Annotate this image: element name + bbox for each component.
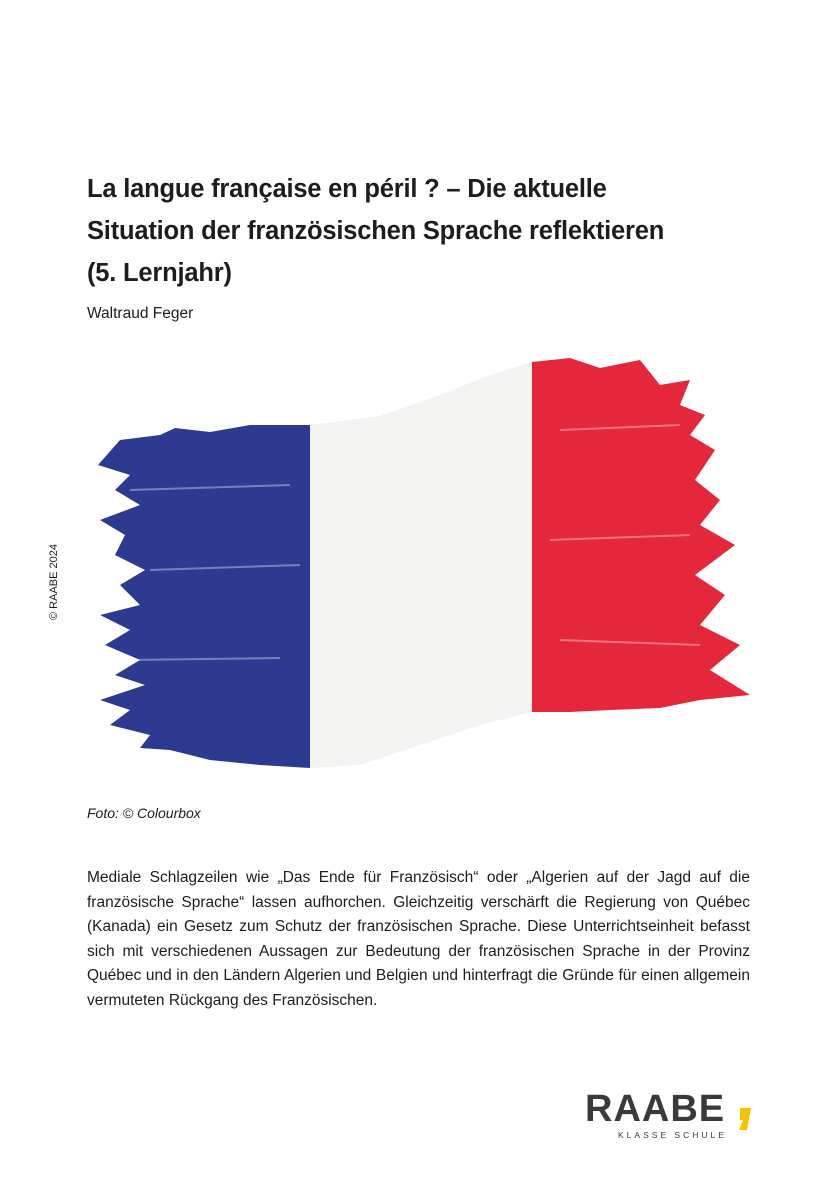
title: La langue française en péril ? – Die akt… [87,168,664,294]
logo-name: RAABE [585,1088,726,1130]
title-line: La langue française en péril ? – Die akt… [87,175,607,203]
logo-comma [739,1108,751,1130]
flag-image [98,358,750,768]
intro-paragraph: Mediale Schlagzeilen wie „Das Ende für F… [87,869,750,1009]
title-line: Situation der französischen Sprache refl… [87,217,665,245]
logo-tagline: KLASSE SCHULE [618,1130,727,1140]
flag-red [532,358,750,712]
author: Waltraud Feger [87,305,194,322]
flag-blue [98,425,310,768]
logo: RAABE KLASSE SCHULE [585,1088,755,1143]
flag-white [310,362,532,768]
title-line: (5. Lernjahr) [87,259,232,287]
image-caption: Foto: © Colourbox [87,805,201,821]
flag-texture [124,424,701,661]
